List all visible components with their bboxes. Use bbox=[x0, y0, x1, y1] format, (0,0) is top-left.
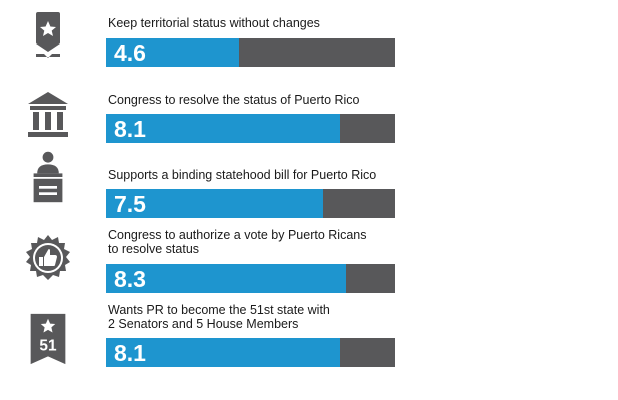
row-label-line: Congress to resolve the status of Puerto… bbox=[108, 93, 360, 107]
bar-track: 4.6 bbox=[106, 38, 395, 67]
banner-number: 51 bbox=[39, 338, 57, 355]
row-label: Keep territorial status without changes bbox=[108, 16, 408, 30]
row-label-line: 2 Senators and 5 House Members bbox=[108, 317, 299, 331]
row-label-line: Supports a binding statehood bill for Pu… bbox=[108, 168, 377, 182]
bar-fill bbox=[106, 264, 346, 293]
bar-track: 8.1 bbox=[106, 338, 395, 367]
row-label-line: to resolve status bbox=[108, 242, 200, 256]
bar-track: 8.1 bbox=[106, 114, 395, 143]
thumbs-up-badge-icon bbox=[22, 234, 74, 288]
row-label-line: Congress to authorize a vote by Puerto R… bbox=[108, 228, 367, 242]
row-label-line: Keep territorial status without changes bbox=[108, 16, 320, 30]
bar-value-label: 8.1 bbox=[114, 116, 146, 142]
bar-fill bbox=[106, 114, 341, 143]
row-label: Congress to authorize a vote by Puerto R… bbox=[108, 228, 408, 256]
star-51-banner-icon: 51 bbox=[22, 312, 74, 366]
bar-fill bbox=[106, 189, 323, 218]
capitol-building-icon bbox=[22, 88, 74, 142]
bar-value-label: 7.5 bbox=[114, 191, 146, 217]
row-label: Congress to resolve the status of Puerto… bbox=[108, 93, 408, 107]
row-label: Wants PR to become the 51st state with 2… bbox=[108, 303, 408, 331]
ribbon-star-icon bbox=[22, 6, 74, 60]
bar-fill bbox=[106, 38, 239, 67]
bar-value-label: 8.1 bbox=[114, 340, 146, 366]
row-label: Supports a binding statehood bill for Pu… bbox=[108, 168, 408, 182]
row-label-line: Wants PR to become the 51st state with bbox=[108, 303, 330, 317]
speaker-podium-icon bbox=[22, 150, 74, 204]
bar-fill bbox=[106, 338, 341, 367]
bar-track: 7.5 bbox=[106, 189, 395, 218]
bar-value-label: 4.6 bbox=[114, 40, 146, 66]
bar-value-label: 8.3 bbox=[114, 266, 146, 292]
bar-track: 8.3 bbox=[106, 264, 395, 293]
